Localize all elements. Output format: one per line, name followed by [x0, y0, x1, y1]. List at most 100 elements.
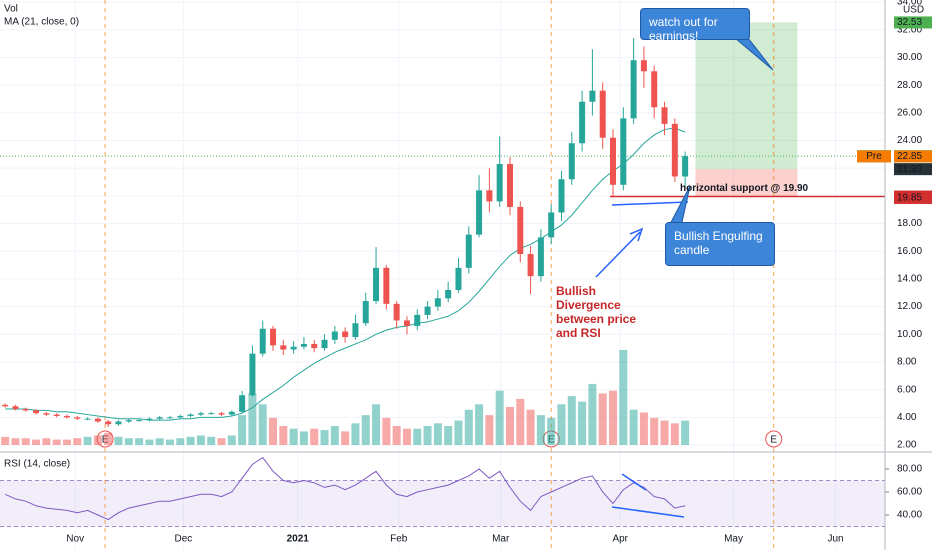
candle-body [280, 345, 287, 350]
arrow-head [629, 227, 644, 242]
candle-body [331, 331, 338, 340]
y-tick-label: 2.00 [897, 440, 917, 451]
y-tick-label: 32.00 [897, 24, 922, 35]
candle-body [373, 267, 380, 302]
volume-bar [52, 439, 61, 445]
volume-bar [423, 426, 432, 445]
volume-bar [536, 415, 545, 445]
y-tick-label: 14.00 [897, 274, 922, 285]
candle-body [599, 90, 606, 138]
candle-body [486, 190, 493, 202]
candle-body [270, 328, 277, 346]
volume-bar [320, 430, 329, 445]
volume-bar [114, 436, 123, 445]
candle-body [115, 421, 122, 425]
candle-body [228, 411, 235, 415]
x-tick-label: Feb [390, 534, 408, 545]
rsi-tick-label: 80.00 [897, 464, 922, 475]
candle-body [465, 234, 472, 268]
volume-bar [145, 439, 154, 445]
candle-body [362, 301, 369, 324]
candle-body [630, 60, 637, 119]
rsi-tick-label: 60.00 [897, 487, 922, 498]
volume-bar [21, 438, 30, 445]
volume-bar [73, 438, 82, 445]
y-tick-label: 24.00 [897, 135, 922, 146]
x-tick-label: Nov [66, 534, 84, 545]
candle-body [537, 237, 544, 277]
candle-body [568, 143, 575, 180]
y-tick-label: 16.00 [897, 246, 922, 257]
y-tick-label: 6.00 [897, 384, 917, 395]
engulfing-callout: Bullish Engulfing candle [665, 222, 775, 266]
volume-bar [310, 428, 319, 445]
volume-bar [361, 415, 370, 445]
candle-body [197, 413, 204, 415]
volume-bar [155, 438, 164, 445]
candle-body [290, 346, 297, 350]
candle-body [579, 101, 586, 144]
x-tick-label: Dec [174, 534, 192, 545]
volume-bar [639, 412, 648, 445]
candle-body [156, 417, 163, 419]
candle-body [53, 414, 60, 416]
volume-bar [660, 420, 669, 445]
earnings-marker [765, 430, 783, 448]
volume-bar [289, 428, 298, 445]
volume-bar [196, 435, 205, 445]
volume-bar [104, 432, 113, 445]
y-tick-label: 28.00 [897, 80, 922, 91]
volume-bar [547, 417, 556, 445]
volume-bar [681, 420, 690, 445]
candle-body [383, 267, 390, 304]
volume-bar [11, 438, 20, 445]
volume-bar [402, 428, 411, 445]
candle-body [12, 406, 19, 410]
rsi-tick-label: 40.00 [897, 510, 922, 521]
candle-body [94, 418, 101, 422]
candle-body [651, 71, 658, 108]
rsi-label: RSI (14, close) [4, 459, 70, 470]
candle-body [527, 253, 534, 277]
x-tick-label: Apr [612, 534, 628, 545]
y-tick-label: 34.00 [897, 0, 922, 8]
volume-label: Vol [4, 4, 18, 15]
support-note: horizontal support @ 19.90 [680, 183, 809, 194]
earnings-callout: watch out for earnings! [640, 8, 750, 43]
volume-bar [32, 439, 41, 445]
candle-body [166, 417, 173, 419]
volume-bar [124, 438, 133, 445]
candle-body [476, 190, 483, 235]
price-marker-label: 22.85 [897, 151, 922, 162]
volume-bar [269, 417, 278, 445]
price-marker-label: 19.85 [897, 193, 922, 204]
support-trend-line [611, 201, 689, 206]
divergence-arrow [595, 231, 641, 278]
rsi-line [4, 456, 686, 521]
candle-body [496, 164, 503, 202]
price-tag-label: Pre [866, 151, 882, 162]
price-marker [894, 16, 932, 29]
candle-body [84, 418, 91, 420]
candle-body [424, 306, 431, 315]
volume-bar [526, 409, 535, 445]
earnings-label: E [770, 435, 777, 446]
volume-bar [392, 426, 401, 445]
y-tick-label: 12.00 [897, 301, 922, 312]
ma-label: MA (21, close, 0) [4, 17, 79, 28]
candle-body [610, 137, 617, 185]
candle-body [239, 395, 246, 412]
y-tick-label: 4.00 [897, 412, 917, 423]
price-marker [894, 150, 932, 163]
candle-body [517, 206, 524, 254]
price-tag [857, 150, 891, 163]
candle-body [249, 353, 256, 396]
volume-bar [475, 404, 484, 445]
candle-body [33, 410, 40, 414]
volume-bar [165, 439, 174, 445]
volume-bar [588, 383, 597, 445]
candle-body [321, 339, 328, 349]
candle-body [208, 413, 215, 415]
